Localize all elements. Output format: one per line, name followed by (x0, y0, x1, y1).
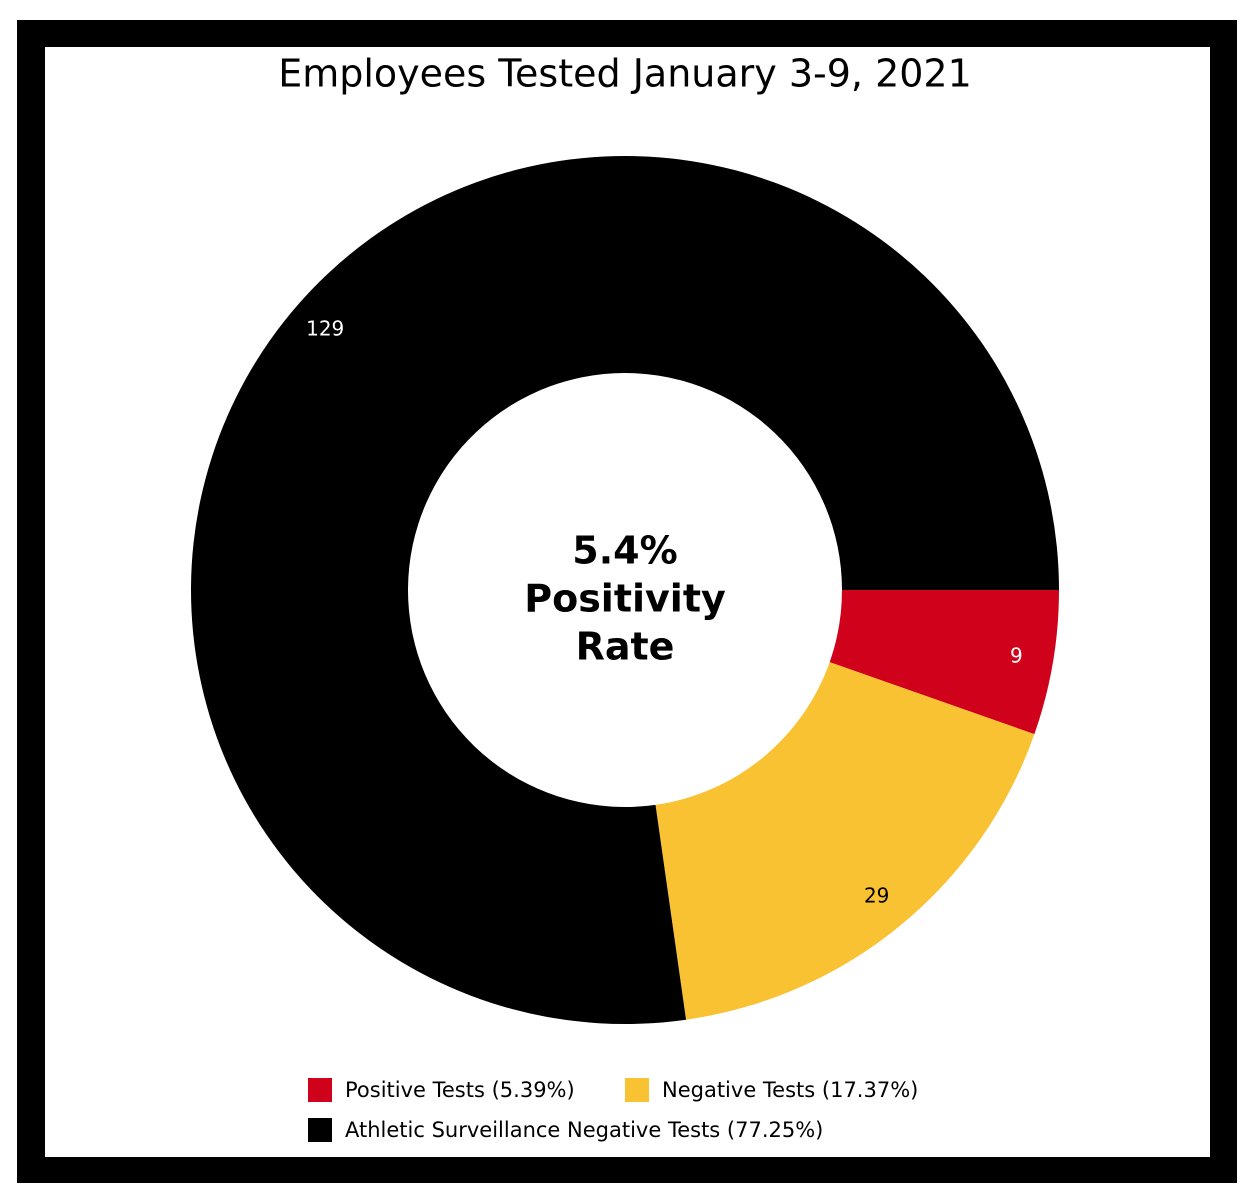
center-label: Positivity (524, 577, 726, 621)
legend-swatch (308, 1118, 332, 1142)
data-label: 129 (306, 316, 344, 340)
center-label: 5.4% (572, 529, 677, 573)
legend-label: Positive Tests (5.39%) (345, 1078, 575, 1102)
data-label: 9 (1010, 643, 1023, 667)
legend-swatch (308, 1078, 332, 1102)
legend-label: Athletic Surveillance Negative Tests (77… (345, 1118, 823, 1142)
legend-label: Negative Tests (17.37%) (662, 1078, 918, 1102)
donut-slice (829, 590, 1059, 735)
donut-slice (191, 156, 1059, 1024)
center-label: Rate (576, 625, 675, 669)
data-label: 29 (864, 884, 889, 908)
chart-title: Employees Tested January 3-9, 2021 (278, 52, 972, 96)
legend-swatch (625, 1078, 649, 1102)
donut-slice (655, 662, 1035, 1020)
